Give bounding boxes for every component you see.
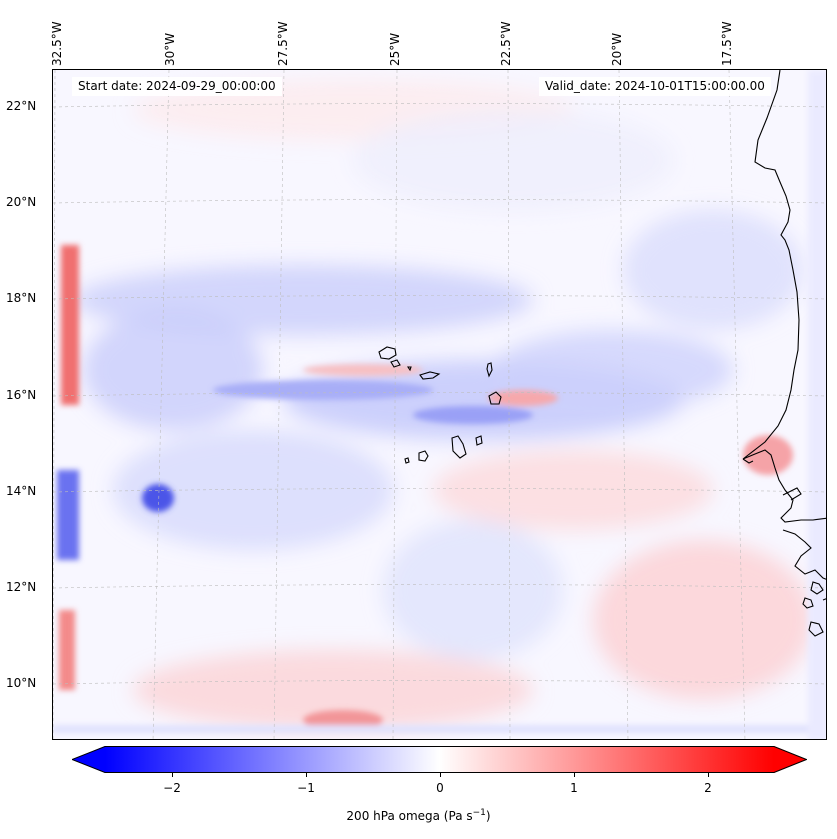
lat-label-12n: 12°N [6, 580, 37, 594]
island-sao-nicolau [419, 371, 441, 380]
coastline-mauritania-senegal [742, 70, 826, 523]
island-boa-vista [488, 391, 502, 405]
island-santa-luzia [406, 366, 412, 372]
field-blob [493, 330, 733, 410]
gridline-lon [728, 70, 746, 739]
colorbar-label-end: ) [485, 809, 491, 823]
colorbar-tick-label: 2 [704, 781, 712, 795]
field-blob [353, 110, 673, 210]
lon-label-30w: 30°W [163, 32, 177, 66]
colorbar-tickmark [574, 773, 575, 777]
colorbar [72, 746, 807, 773]
colorbar-tickmark [440, 773, 441, 777]
lat-label-22n: 22°N [6, 99, 37, 113]
colorbar-tick-label: −1 [297, 781, 315, 795]
gridlines [53, 70, 826, 739]
field-blob [488, 390, 558, 406]
field-strip [57, 470, 79, 560]
island-santiago [451, 435, 467, 459]
lon-label-32-5w: 32.5°W [50, 21, 64, 66]
gridline-lon [273, 70, 285, 739]
lon-label-27-5w: 27.5°W [276, 21, 290, 66]
field-blob [83, 310, 263, 430]
lon-label-20w: 20°W [610, 32, 624, 66]
coastline-bijagos [810, 581, 824, 595]
colorbar-extend-low [72, 746, 105, 773]
field-blob [413, 406, 533, 424]
colorbar-gradient [72, 746, 807, 773]
colorbar-tickmark [172, 773, 173, 777]
field-blob [213, 380, 433, 400]
gridline-lat [53, 488, 826, 493]
field-blob [743, 435, 793, 475]
coastline-gambia [782, 487, 802, 501]
lat-label-10n: 10°N [6, 676, 37, 690]
lat-label-18n: 18°N [6, 291, 37, 305]
lat-label-16n: 16°N [6, 388, 37, 402]
coastline-cape-verde-peninsula [742, 458, 754, 464]
island-maio [475, 435, 483, 446]
field-blob [383, 520, 563, 660]
gridline-lat [53, 680, 826, 685]
gridline-lon [507, 70, 511, 739]
island-brava [404, 457, 410, 464]
gridline-lon [152, 70, 170, 739]
cape-verde-islands [378, 346, 502, 464]
gridline-lat [53, 103, 826, 108]
colorbar-body [105, 746, 774, 773]
colorbar-tick-label: 0 [436, 781, 444, 795]
lon-label-17-5w: 17.5°W [720, 21, 734, 66]
colorbar-tick-label: 1 [570, 781, 578, 795]
colorbar-label: 200 hPa omega (Pa s−1) [0, 808, 837, 823]
coastline-guinea [822, 598, 826, 601]
lat-label-20n: 20°N [6, 195, 37, 209]
map-panel [52, 69, 827, 740]
field-blob [133, 650, 533, 730]
omega-field-patches [73, 80, 813, 730]
colorbar-tickmark [306, 773, 307, 777]
colorbar-tickmark [708, 773, 709, 777]
gridline-lat [53, 392, 826, 397]
colorbar-label-main: 200 hPa omega (Pa s [346, 809, 473, 823]
gridline-lat [53, 199, 826, 204]
gridline-lon [618, 70, 629, 739]
island-santo-antao [378, 346, 397, 360]
valid-date-label: Valid_date: 2024-10-01T15:00:00.00 [539, 77, 771, 96]
lat-label-14n: 14°N [6, 484, 37, 498]
field-strip [61, 245, 79, 405]
island-fogo [418, 450, 429, 462]
coastline-guinea-bissau [782, 529, 826, 580]
coastline-bijagos-2 [802, 597, 814, 609]
start-date-label: Start date: 2024-09-29_00:00:00 [72, 77, 282, 96]
lon-label-22-5w: 22.5°W [499, 21, 513, 66]
omega-field-map [53, 70, 826, 739]
field-strip [53, 725, 826, 733]
gridline-lat [53, 584, 826, 589]
field-blob [113, 430, 393, 550]
colorbar-extend-high [774, 746, 807, 773]
island-sao-vicente [390, 359, 401, 368]
field-strip [808, 70, 826, 739]
field-blob [593, 540, 813, 700]
colorbar-label-exponent: −1 [472, 808, 486, 818]
gridline-lon [53, 70, 56, 739]
coastline-bijagos-3 [808, 621, 824, 637]
gridline-lon [392, 70, 398, 739]
field-blob [303, 364, 423, 376]
colorbar-outline [72, 746, 807, 773]
africa-coastline [742, 70, 826, 637]
field-blob [142, 484, 174, 512]
omega-field-features [53, 70, 826, 739]
colorbar-tick-label: −2 [163, 781, 181, 795]
gridline-lat [53, 295, 826, 300]
field-blob [623, 210, 803, 330]
lon-label-25w: 25°W [388, 32, 402, 66]
field-strip [59, 610, 75, 690]
island-sal [486, 362, 493, 378]
field-blob [433, 450, 713, 530]
